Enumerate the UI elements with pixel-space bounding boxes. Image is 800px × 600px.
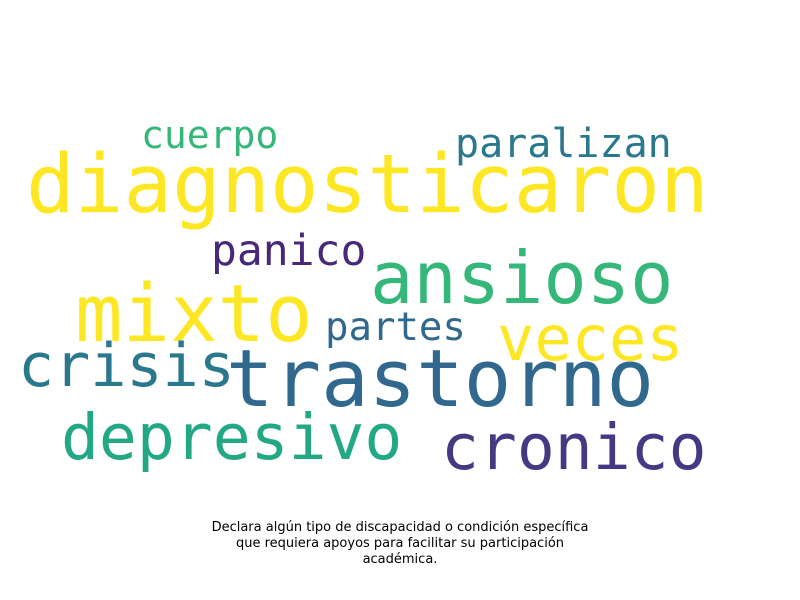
word-panico: panico [211, 226, 367, 276]
word-trastorno: trastorno [226, 333, 655, 425]
word-crisis: crisis [18, 331, 235, 401]
word-cuerpo: cuerpo [141, 113, 279, 157]
word-depresivo: depresivo [61, 401, 403, 474]
word-partes: partes [325, 305, 466, 350]
caption-line-1: Declara algún tipo de discapacidad o con… [211, 520, 589, 535]
caption-line-2: que requiera apoyos para facilitar su pa… [235, 536, 565, 551]
word-mixto: mixto [75, 268, 313, 360]
word-diagnosticaron: diagnosticaron [26, 138, 709, 232]
word-ansioso: ansioso [370, 236, 674, 320]
caption-line-3: académica. [362, 552, 438, 567]
word-veces: veces [497, 302, 684, 375]
word-cronico: cronico [441, 411, 707, 484]
word-paralizan: paralizan [455, 121, 672, 167]
figure-caption: Declara algún tipo de discapacidad o con… [150, 520, 650, 568]
